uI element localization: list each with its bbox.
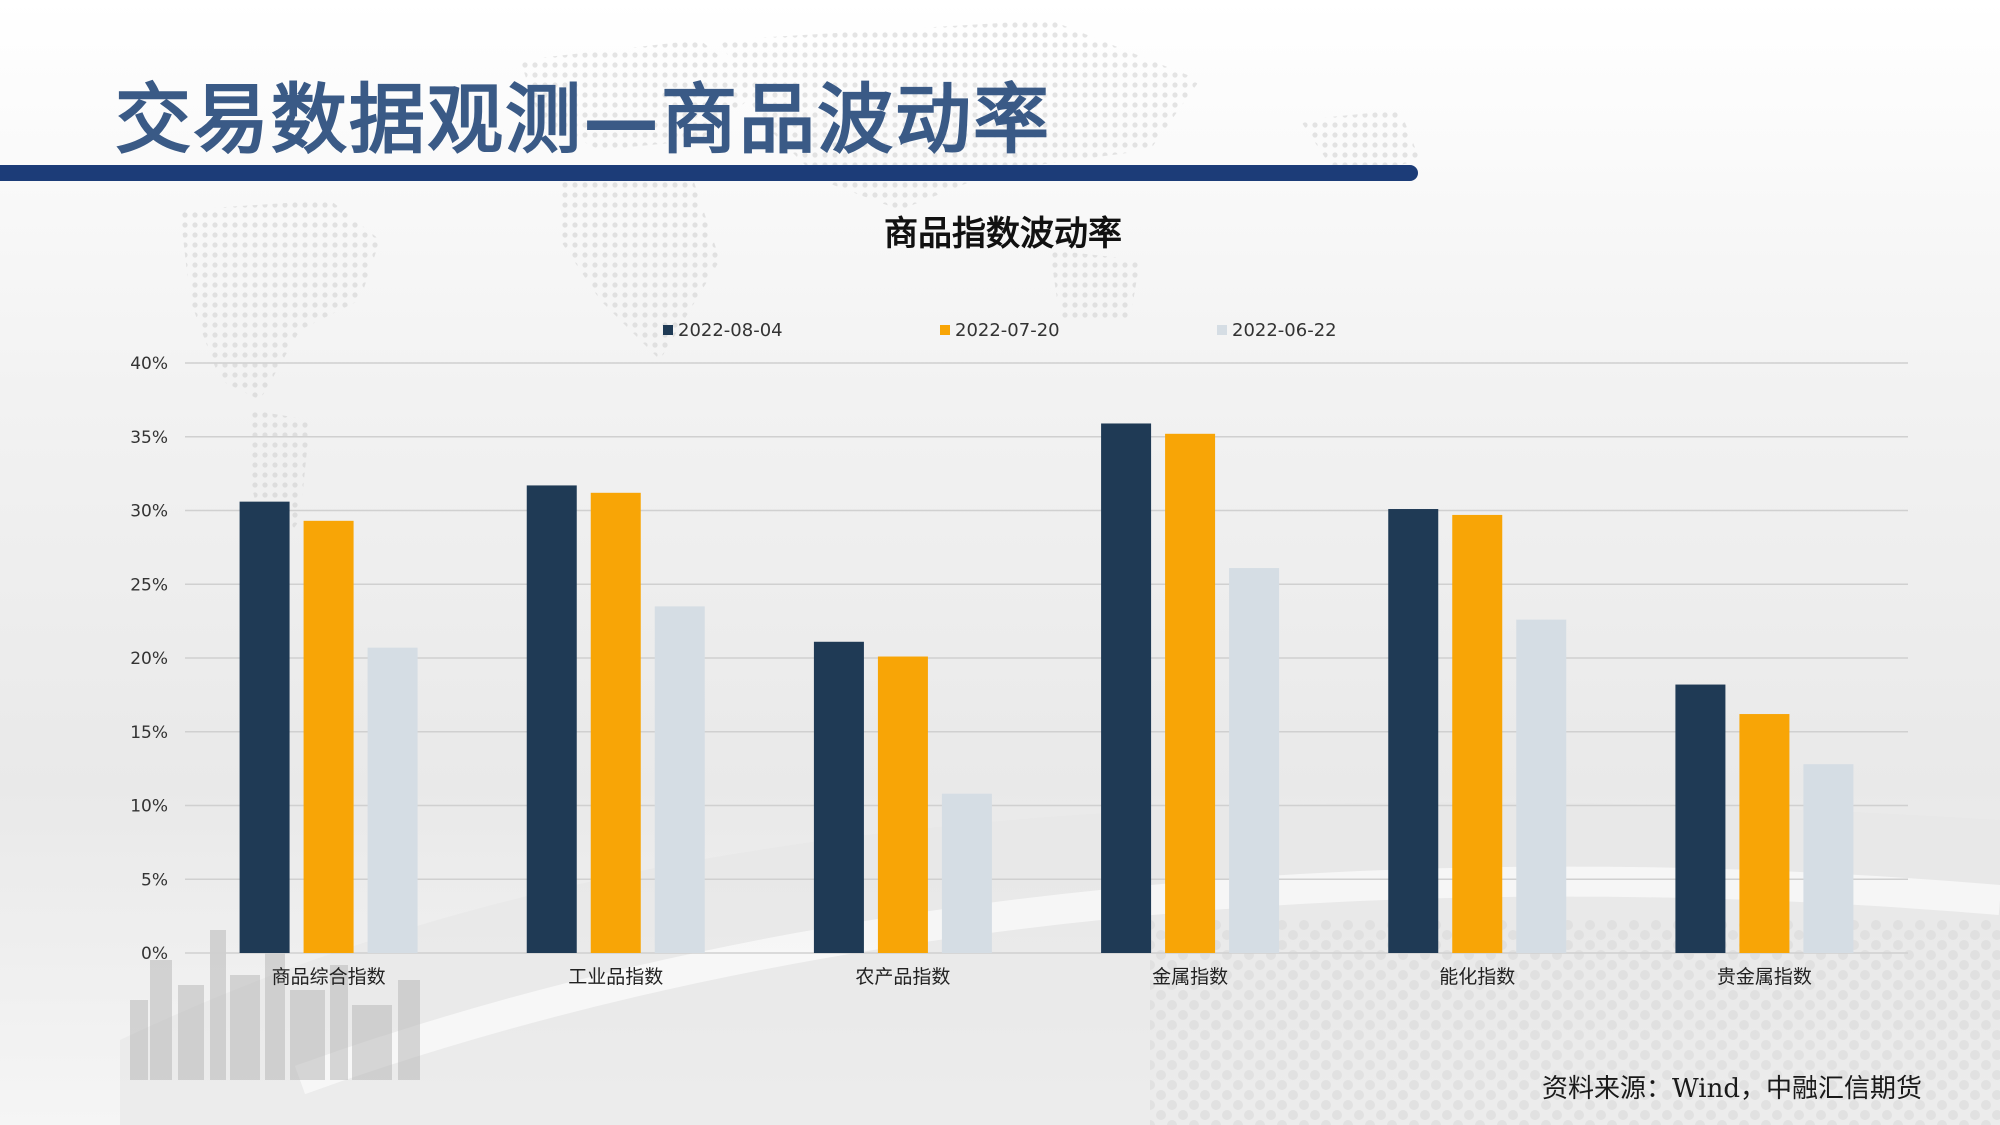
chart-title: 商品指数波动率 — [884, 214, 1122, 254]
legend-swatch — [663, 325, 673, 335]
bar — [654, 606, 705, 953]
bar — [239, 501, 290, 953]
legend-label: 2022-07-20 — [955, 320, 1060, 341]
x-tick-label: 工业品指数 — [568, 966, 663, 988]
bar — [526, 485, 577, 953]
x-tick-label: 贵金属指数 — [1717, 966, 1812, 988]
bar — [1165, 433, 1216, 953]
y-tick-label: 5% — [141, 870, 168, 890]
hex-pattern — [1150, 920, 2000, 1125]
x-tick-label: 金属指数 — [1152, 966, 1228, 988]
source-note: 资料来源：Wind，中融汇信期货 — [1542, 1074, 1922, 1104]
bar — [877, 656, 928, 953]
y-tick-label: 35% — [130, 428, 168, 448]
y-tick-label: 30% — [130, 502, 168, 522]
y-tick-label: 0% — [141, 944, 168, 964]
y-tick-label: 25% — [130, 575, 168, 595]
bar — [1803, 764, 1854, 953]
bar — [941, 793, 992, 953]
world-map-dots — [180, 20, 1420, 560]
x-tick-label: 能化指数 — [1439, 966, 1515, 988]
bar — [1739, 714, 1790, 953]
x-tick-label: 农产品指数 — [855, 966, 950, 988]
legend-swatch — [940, 325, 950, 335]
bar — [1516, 619, 1567, 953]
city-skyline-silhouette — [130, 930, 420, 1080]
bar — [813, 641, 864, 953]
bar — [1675, 684, 1726, 953]
y-tick-label: 20% — [130, 649, 168, 669]
header-divider-bar — [0, 165, 1418, 181]
bar — [303, 520, 354, 953]
bar — [1101, 423, 1152, 954]
legend-label: 2022-08-04 — [678, 320, 783, 341]
legend-label: 2022-06-22 — [1232, 320, 1337, 341]
y-tick-label: 15% — [130, 723, 168, 743]
y-tick-label: 40% — [130, 354, 168, 374]
y-tick-label: 10% — [130, 797, 168, 817]
slide-title: 交易数据观测—商品波动率 — [115, 75, 1051, 164]
x-tick-label: 商品综合指数 — [272, 966, 386, 988]
legend-swatch — [1217, 325, 1227, 335]
bar — [590, 492, 641, 953]
bar — [1229, 568, 1280, 953]
bar — [1452, 514, 1503, 953]
bar — [1388, 509, 1439, 953]
bar — [367, 647, 418, 953]
